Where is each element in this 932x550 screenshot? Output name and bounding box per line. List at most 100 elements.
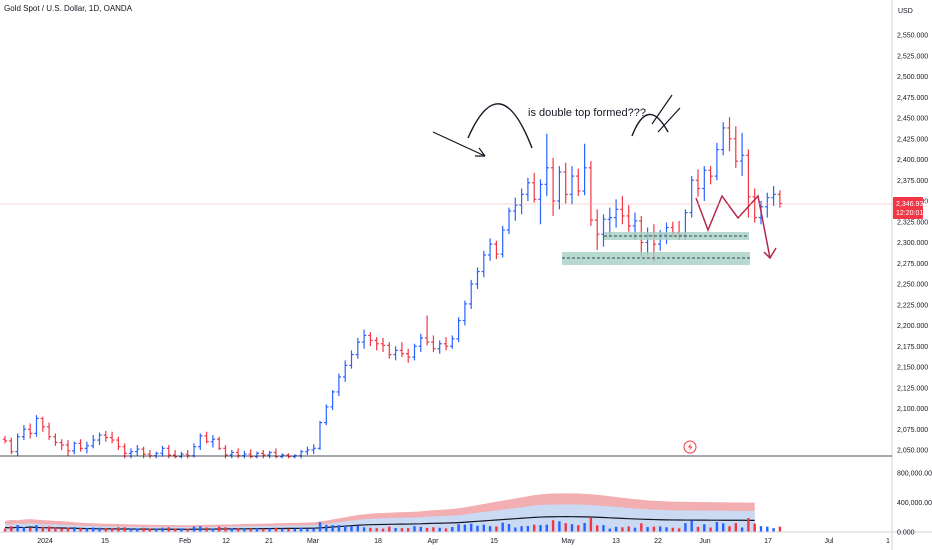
volume-bar (596, 525, 599, 532)
volume-bar (778, 526, 782, 532)
volume-bar (117, 527, 120, 532)
ohlc-bar (557, 166, 562, 210)
volume-bar (205, 527, 208, 532)
pointer-arrow-right-1[interactable] (651, 94, 673, 125)
price-tick-label: 2,175.000 (897, 344, 928, 351)
ohlc-bar (412, 343, 417, 361)
volume-bar (690, 520, 693, 532)
ohlc-bar (500, 225, 505, 258)
ohlc-bar (59, 439, 64, 450)
price-bars (2, 117, 783, 459)
volume-bar (747, 518, 750, 532)
volume-bar (173, 528, 177, 532)
ohlc-bar (317, 420, 323, 450)
volume-bar (709, 527, 712, 532)
price-tick-label: 2,375.000 (897, 178, 928, 185)
annotation-text[interactable]: is double top formed??? (528, 107, 646, 119)
volume-bar (533, 524, 536, 532)
projection-arrowhead (763, 247, 777, 260)
ohlc-bar (109, 431, 115, 444)
ohlc-bar (777, 190, 783, 208)
lightning-icon[interactable] (683, 440, 697, 454)
price-tick-label: 2,450.000 (897, 116, 928, 123)
volume-bar (293, 528, 296, 532)
volume-bar (589, 517, 593, 532)
volume-bar (577, 525, 580, 532)
ohlc-bar (544, 133, 549, 197)
projection-path[interactable] (695, 194, 771, 259)
volume-bar (161, 527, 164, 532)
volume-bar (167, 527, 170, 532)
volume-bar (85, 528, 89, 532)
currency-label[interactable]: USD (898, 8, 913, 15)
support-zone-lower[interactable] (562, 252, 750, 265)
ohlc-bar (2, 435, 8, 444)
volume-bar (759, 526, 763, 532)
volume-bar (3, 528, 7, 532)
ohlc-bar (494, 240, 499, 260)
volume-bar (129, 528, 133, 532)
ohlc-bar (727, 117, 732, 152)
ohlc-bar (387, 342, 392, 359)
ohlc-bar (393, 346, 398, 361)
time-tick-label: Feb (179, 538, 191, 545)
volume-bar (230, 528, 233, 532)
time-axis[interactable]: 2024 15 Feb 12 21 Mar 18 Apr 15 May 13 22 Jun 17 Jul 1 (37, 538, 890, 545)
ohlc-bar (254, 451, 260, 459)
volume-bar (558, 521, 561, 532)
volume-bar (400, 528, 404, 532)
ohlc-bar (217, 436, 222, 450)
symbol-title: Gold Spot / U.S. Dollar, 1D, OANDA (4, 4, 133, 13)
ohlc-bar (519, 188, 524, 215)
ohlc-bar (431, 335, 436, 353)
ohlc-bar (550, 157, 556, 216)
volume-bar (722, 523, 725, 532)
volume-bar (337, 525, 341, 532)
ohlc-bar (361, 329, 367, 349)
drawings-layer[interactable]: is double top formed??? (0, 94, 892, 454)
ohlc-bar (450, 335, 455, 349)
ohlc-bar (324, 404, 329, 426)
volume-bar (224, 527, 227, 532)
ohlc-bar (311, 444, 316, 455)
ohlc-bar (128, 448, 134, 459)
volume-bar (312, 528, 315, 532)
ohlc-bar (185, 450, 190, 459)
ohlc-bar (506, 207, 512, 235)
time-tick-label: Apr (428, 538, 440, 545)
volume-bar (526, 525, 530, 532)
volume-bar (740, 527, 744, 532)
ohlc-bar (607, 207, 612, 236)
ohlc-bar (336, 373, 342, 397)
price-axis[interactable]: 2,550.000 2,525.000 2,500.000 2,475.000 2,45… (897, 33, 928, 455)
ohlc-bar (588, 161, 594, 226)
ohlc-bar (273, 448, 279, 459)
ohlc-bar (21, 425, 27, 441)
ohlc-bar (84, 441, 90, 454)
volume-axis[interactable]: 800,000.000 400,000.000 0.000 (897, 471, 932, 537)
left-top-arc[interactable] (467, 103, 533, 149)
time-tick-label: Mar (307, 538, 320, 545)
price-tick-label: 2,300.000 (897, 240, 928, 247)
ohlc-bar (65, 440, 71, 456)
volume-tick-label: 0.000 (897, 530, 915, 537)
price-tick-label: 2,150.000 (897, 365, 928, 372)
price-tick-label: 2,200.000 (897, 323, 928, 330)
volume-bar (463, 524, 467, 532)
price-tick-label: 2,475.000 (897, 95, 928, 102)
ohlc-bar (141, 446, 146, 459)
volume-bar (66, 527, 70, 532)
volume-bar (501, 522, 504, 532)
ohlc-bar (242, 450, 247, 459)
ohlc-bar (15, 433, 20, 456)
pointer-arrow-left[interactable] (432, 131, 486, 157)
ohlc-bar (456, 317, 461, 343)
ohlc-bar (9, 437, 14, 455)
volume-bar (715, 521, 719, 532)
volume-bar (92, 527, 95, 532)
volume-bar (696, 526, 700, 532)
time-tick-label: 1 (886, 538, 890, 545)
ohlc-bar (620, 196, 625, 225)
pointer-arrow-right-2[interactable] (657, 107, 681, 133)
